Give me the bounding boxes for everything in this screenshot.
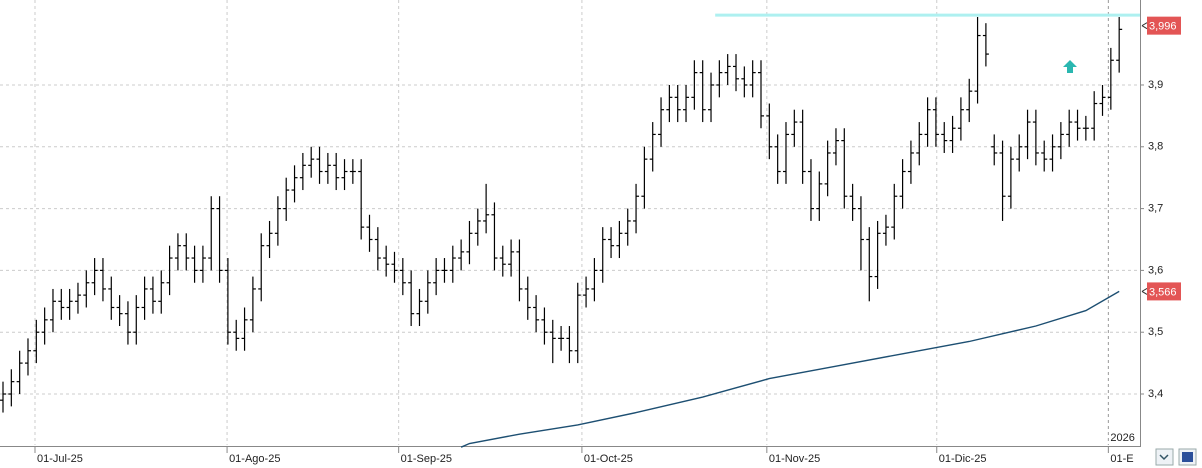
zoom-icon xyxy=(1159,454,1169,461)
x-tick-label: 01-E xyxy=(1110,453,1133,465)
x-tick-label: 01-Dic-25 xyxy=(939,453,987,465)
y-tick-label: 3,8 xyxy=(1148,141,1163,153)
y-tick-label: 3,6 xyxy=(1148,264,1163,276)
y-tick-label: 3,5 xyxy=(1148,326,1163,338)
y-tick-label: 3,9 xyxy=(1148,79,1163,91)
x-tick-label: 01-Jul-25 xyxy=(37,453,83,465)
x-tick-label: 01-Ago-25 xyxy=(229,453,280,465)
zoom-button[interactable] xyxy=(1155,448,1174,466)
y-tick-label: 3,4 xyxy=(1148,388,1163,400)
year-label: 2026 xyxy=(1110,432,1134,444)
x-tick-label: 01-Oct-25 xyxy=(584,453,633,465)
x-tick-label: 01-Nov-25 xyxy=(769,453,820,465)
price-pointer xyxy=(1141,22,1148,30)
y-tick-label: 3,7 xyxy=(1148,203,1163,215)
price-marker xyxy=(1147,16,1181,35)
moving-average xyxy=(460,290,1120,448)
price-pointer xyxy=(1141,287,1148,295)
up-arrow xyxy=(1063,60,1077,73)
price-label: 3,566 xyxy=(1149,286,1177,298)
price-marker xyxy=(1147,282,1181,301)
save-icon xyxy=(1182,452,1193,462)
price-label: 3,996 xyxy=(1149,21,1177,33)
x-tick-label: 01-Sep-25 xyxy=(401,453,452,465)
